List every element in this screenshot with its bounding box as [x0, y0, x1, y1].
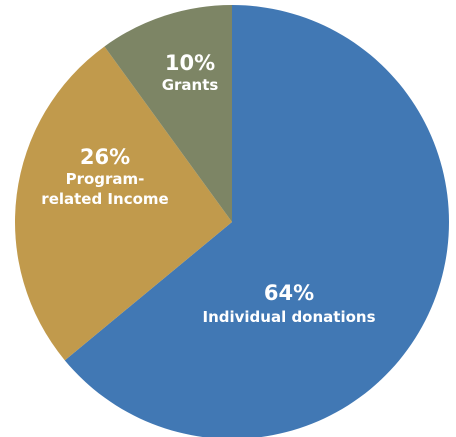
slice-name-label-0-line-0: Individual donations [202, 308, 375, 326]
slice-name-label-1-line-1: related Income [41, 190, 168, 208]
pie-slices [14, 5, 449, 437]
slice-value-label-0: 64% [264, 281, 314, 305]
pie-slice-0 [64, 5, 449, 437]
slice-value-label-2: 10% [165, 51, 215, 75]
slice-value-label-1: 26% [80, 145, 130, 169]
pie-labels: 64% Individual donations 26%Program-relate… [41, 51, 375, 326]
pie-slice-2 [104, 5, 232, 222]
slice-name-label-2-line-0: Grants [162, 76, 219, 94]
pie-slice-1 [14, 46, 233, 361]
slice-name-label-1-line-0: Program- [66, 170, 145, 188]
